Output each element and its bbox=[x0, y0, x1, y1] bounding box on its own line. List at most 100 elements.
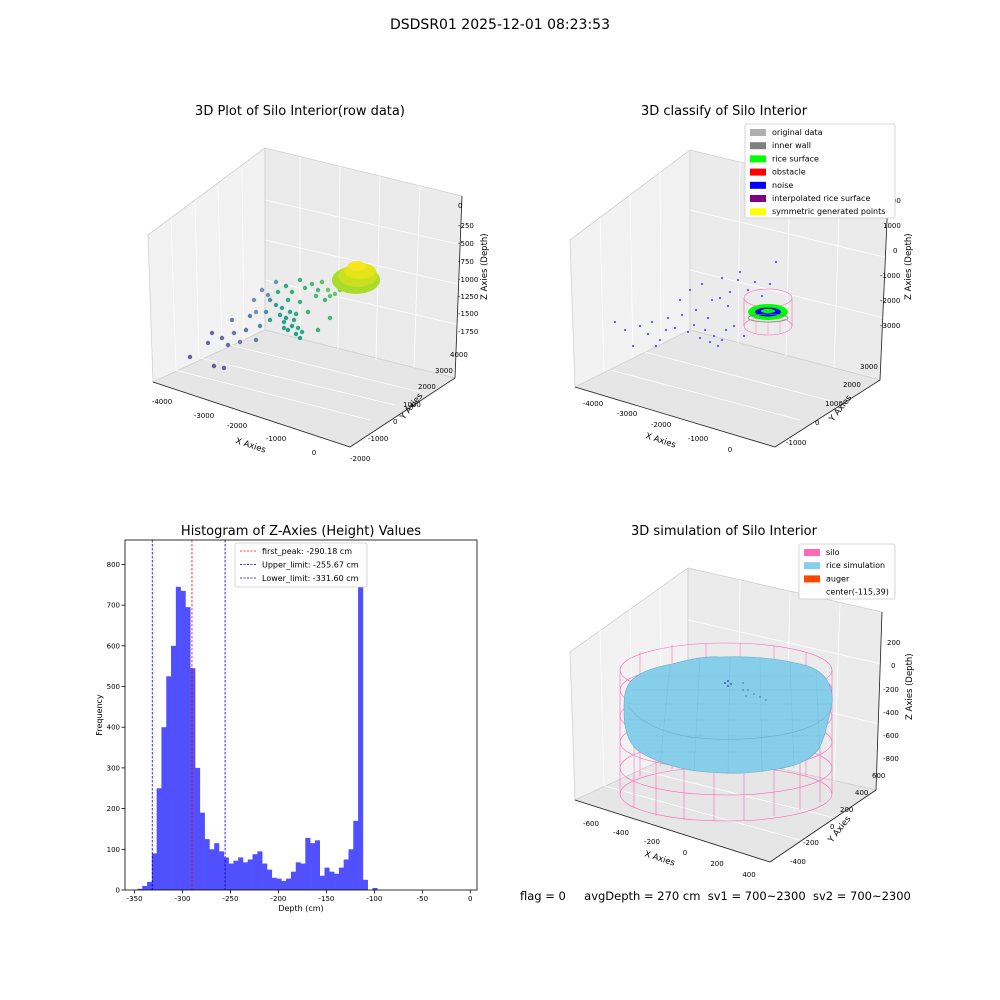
plot1-ztick: -1000 bbox=[458, 276, 478, 284]
histogram-xtick: -100 bbox=[366, 895, 382, 903]
avg-depth-status: avgDepth = 270 cm bbox=[584, 889, 701, 903]
histogram-bar bbox=[180, 590, 186, 890]
histogram-bar bbox=[286, 878, 292, 890]
histogram-xticks: -350 -300 -250 -200 -150 -100 -50 0 bbox=[127, 890, 473, 903]
plot1-xtick: -4000 bbox=[152, 398, 172, 406]
plot2-xtick: -1000 bbox=[688, 435, 708, 443]
histogram-ytick: 600 bbox=[107, 642, 120, 650]
plot1-ztick: -750 bbox=[458, 258, 474, 266]
histogram-xtick: -350 bbox=[127, 895, 143, 903]
plot2-ztick: -1000 bbox=[880, 272, 900, 280]
plot2-xtick: 0 bbox=[728, 446, 732, 454]
histogram-bar bbox=[372, 887, 378, 890]
histogram-bar bbox=[353, 820, 359, 890]
legend-label: rice surface bbox=[772, 154, 819, 163]
legend-swatch bbox=[750, 181, 766, 189]
histogram-bar bbox=[195, 767, 201, 890]
histogram-xtick: 0 bbox=[468, 895, 472, 903]
flag-status: flag = 0 bbox=[520, 889, 566, 903]
plot1-ytick: 0 bbox=[393, 418, 397, 426]
histogram-ytick: 300 bbox=[107, 764, 120, 772]
sv1-status: sv1 = 700~2300 bbox=[707, 889, 806, 903]
legend-label: symmetric generated points bbox=[772, 207, 885, 216]
plot1-xtick: -1000 bbox=[266, 435, 286, 443]
plot1-ytick: 1000 bbox=[403, 401, 421, 409]
plot4-xtick: -200 bbox=[644, 838, 660, 846]
legend-swatch bbox=[804, 562, 820, 570]
histogram-bar bbox=[151, 853, 157, 890]
histogram-chart[interactable]: -350 -300 -250 -200 -150 -100 -50 0 0 100 200 300 4… bbox=[0, 500, 500, 940]
legend-label: Lower_limit: -331.60 cm bbox=[262, 574, 359, 583]
plot2-ytick: 1000 bbox=[825, 400, 843, 408]
histogram-bar bbox=[262, 863, 268, 890]
histogram-bar bbox=[175, 586, 181, 890]
plot4-ztick: -200 bbox=[883, 686, 899, 694]
legend-swatch bbox=[750, 129, 766, 136]
histogram-bar bbox=[156, 788, 162, 890]
histogram-bar bbox=[185, 607, 191, 890]
plot1-ytick: -1000 bbox=[368, 435, 388, 443]
plot4-ytick: 200 bbox=[840, 806, 853, 814]
histogram-bar bbox=[343, 859, 349, 890]
plot1-ztick: -1750 bbox=[458, 328, 478, 336]
plot1-ztick: -1250 bbox=[458, 293, 478, 301]
plot2-xtick: -4000 bbox=[583, 400, 603, 408]
plot1-xlabel: X Axies bbox=[234, 436, 267, 455]
histogram-yticks: 0 100 200 300 400 500 600 700 800 bbox=[107, 561, 125, 895]
legend-label: rice simulation bbox=[826, 561, 885, 570]
histogram-xtick: -250 bbox=[223, 895, 239, 903]
histogram-xlabel: Depth (cm) bbox=[278, 904, 323, 913]
histogram-bar bbox=[358, 558, 364, 890]
histogram-bar bbox=[257, 851, 263, 890]
legend-swatch bbox=[750, 155, 766, 163]
histogram-bar bbox=[214, 843, 220, 890]
histogram-ytick: 100 bbox=[107, 846, 120, 854]
sv2-status: sv2 = 700~2300 bbox=[812, 889, 911, 903]
plot4-3d-axes[interactable]: -600 -400 -200 0 200 400 X Axies -400 -2… bbox=[500, 500, 1000, 890]
plot2-xtick: -3000 bbox=[617, 410, 637, 418]
histogram-bar bbox=[324, 867, 330, 890]
histogram-ytick: 800 bbox=[107, 561, 120, 569]
plot4-xtick: 400 bbox=[742, 871, 755, 879]
legend-label: obstacle bbox=[772, 168, 806, 177]
histogram-bar bbox=[242, 862, 249, 890]
plot1-3d-axes[interactable]: -4000 -3000 -2000 -1000 0 X Axies -2000 … bbox=[0, 0, 500, 500]
histogram-ylabel: Frequency bbox=[95, 694, 104, 736]
histogram-bar bbox=[238, 857, 244, 890]
legend-label: interpolated rice surface bbox=[772, 194, 870, 203]
plot2-ztick: -2000 bbox=[880, 297, 900, 305]
histogram-xtick: -50 bbox=[417, 895, 428, 903]
plot1-scatter bbox=[187, 277, 343, 371]
plot4-rice-simulation bbox=[623, 656, 833, 775]
legend-swatch bbox=[750, 195, 766, 202]
histogram-bar bbox=[300, 863, 306, 890]
legend-swatch bbox=[750, 208, 766, 216]
legend-swatch bbox=[750, 142, 766, 150]
plot4-xtick: 200 bbox=[710, 860, 723, 868]
plot4-ytick: 0 bbox=[830, 823, 834, 831]
plot2-xlabel: X Axies bbox=[644, 431, 677, 450]
plot4-auger bbox=[724, 680, 767, 701]
legend-label: original data bbox=[772, 128, 823, 137]
legend-swatch bbox=[804, 575, 820, 583]
legend-swatch bbox=[804, 549, 820, 556]
histogram-bar bbox=[319, 875, 325, 890]
histogram-ytick: 400 bbox=[107, 724, 120, 732]
plot1-ytick: 3000 bbox=[435, 367, 453, 375]
plot4-ytick: -200 bbox=[803, 839, 819, 847]
plot4-zlabel: Z Axies (Depth) bbox=[905, 653, 915, 720]
histogram-xtick: -200 bbox=[271, 895, 287, 903]
plot2-ytick: 2000 bbox=[843, 381, 861, 389]
plot1-title: 3D Plot of Silo Interior(row data) bbox=[195, 104, 405, 119]
plot4-ztick: 0 bbox=[891, 662, 895, 670]
plot2-noise-points bbox=[614, 261, 777, 347]
histogram-bar bbox=[338, 867, 344, 890]
histogram-bar bbox=[281, 881, 287, 890]
plot2-3d-axes[interactable]: -4000 -3000 -2000 -1000 0 X Axies -1000 … bbox=[500, 0, 1000, 500]
plot1-ytick: 4000 bbox=[450, 351, 468, 359]
histogram-bar bbox=[334, 873, 340, 890]
plot4-xlabel: X Axies bbox=[643, 849, 676, 868]
plot2-ytick: -1000 bbox=[786, 439, 806, 447]
histogram-bar bbox=[276, 878, 282, 890]
histogram-bar bbox=[142, 885, 148, 890]
